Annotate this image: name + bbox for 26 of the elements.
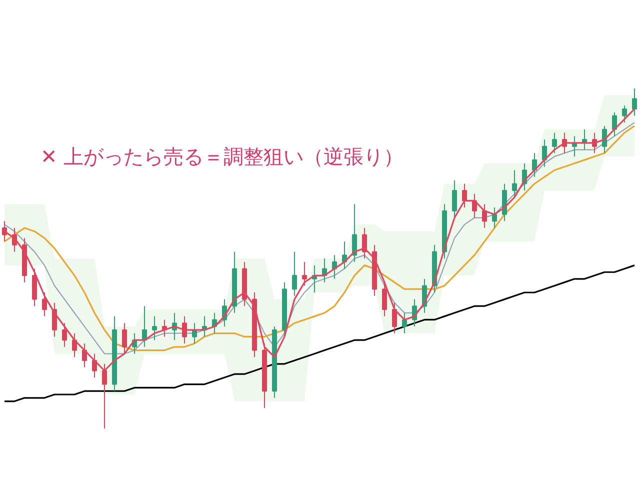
candlestick — [292, 251, 297, 296]
candlestick — [452, 180, 457, 218]
candlestick — [302, 261, 307, 286]
candlestick — [72, 332, 77, 358]
candlestick — [402, 312, 407, 334]
candlestick — [392, 302, 397, 334]
candlestick — [122, 322, 127, 354]
candlestick — [62, 322, 67, 348]
candlestick — [482, 204, 487, 228]
candlestick — [362, 227, 367, 260]
candlestick — [492, 207, 497, 228]
candlestick — [542, 139, 547, 168]
candlestick — [462, 183, 467, 208]
candlestick — [512, 170, 517, 198]
candlestick — [42, 292, 47, 317]
candlestick — [632, 88, 637, 116]
candlestick — [82, 343, 87, 368]
text: ✕ 上がったら売る＝調整狙い（逆張り） — [40, 144, 404, 168]
candlestick — [352, 204, 357, 262]
candlestick — [152, 316, 157, 341]
candlestick — [612, 112, 617, 137]
candlestick — [382, 282, 387, 317]
candlestick — [502, 183, 507, 222]
candlestick — [552, 132, 557, 154]
candlestick — [622, 105, 627, 124]
candlestick — [32, 268, 37, 307]
